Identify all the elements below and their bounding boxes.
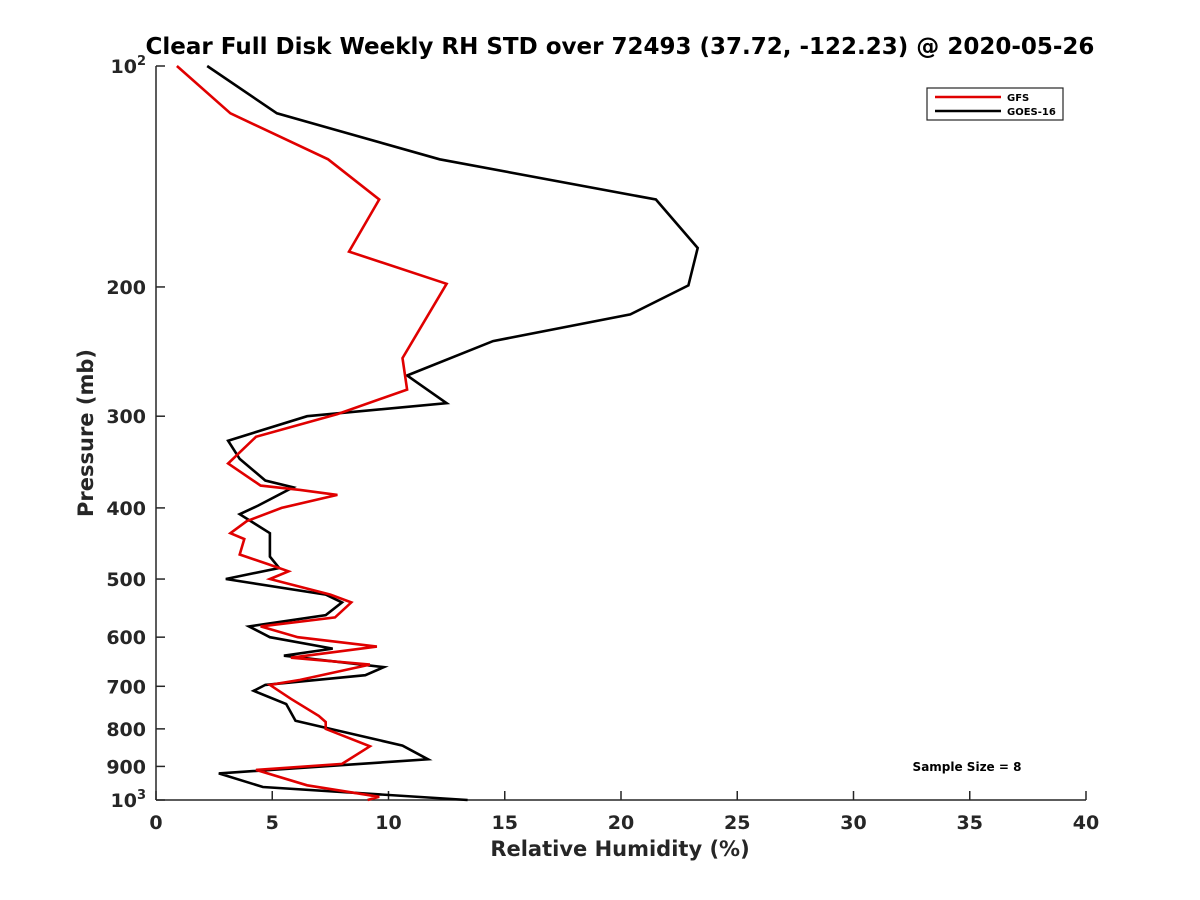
y-tick-label: 800 bbox=[106, 719, 146, 741]
axes: 0 5 10 15 20 25 30 35 40 102 200 300 400 500 600 700 800… bbox=[106, 54, 1099, 834]
y-tick-label: 102 bbox=[111, 54, 147, 78]
legend-box bbox=[926, 87, 1064, 121]
series-layer bbox=[176, 64, 700, 802]
y-axis-label: Pressure (mb) bbox=[74, 349, 98, 517]
legend-label: GOES-16 bbox=[1007, 107, 1056, 118]
x-tick-label: 15 bbox=[492, 812, 518, 834]
sample-size-annotation: Sample Size = 8 bbox=[913, 760, 1022, 774]
x-tick-label: 40 bbox=[1073, 812, 1099, 834]
x-tick-label: 0 bbox=[149, 812, 162, 834]
y-tick-label: 700 bbox=[106, 676, 146, 698]
legend: GFS GOES-16 bbox=[926, 87, 1064, 121]
x-tick-label: 20 bbox=[608, 812, 634, 834]
x-tick-label: 30 bbox=[840, 812, 866, 834]
y-tick-label: 400 bbox=[106, 498, 146, 520]
x-tick-label: 25 bbox=[724, 812, 750, 834]
x-tick-label: 35 bbox=[957, 812, 983, 834]
y-tick-label: 900 bbox=[106, 756, 146, 778]
series-line-goes-16 bbox=[206, 64, 700, 802]
y-tick-label: 300 bbox=[106, 406, 146, 428]
series-line-gfs bbox=[176, 65, 449, 802]
x-tick-label: 10 bbox=[375, 812, 401, 834]
x-tick-label: 5 bbox=[266, 812, 279, 834]
x-axis-label: Relative Humidity (%) bbox=[490, 837, 749, 861]
chart-title: Clear Full Disk Weekly RH STD over 72493… bbox=[146, 34, 1095, 60]
y-tick-label: 600 bbox=[106, 627, 146, 649]
y-tick-label: 200 bbox=[106, 277, 146, 299]
y-tick-label: 500 bbox=[106, 569, 146, 591]
legend-label: GFS bbox=[1007, 93, 1029, 104]
y-tick-label: 103 bbox=[111, 788, 147, 812]
